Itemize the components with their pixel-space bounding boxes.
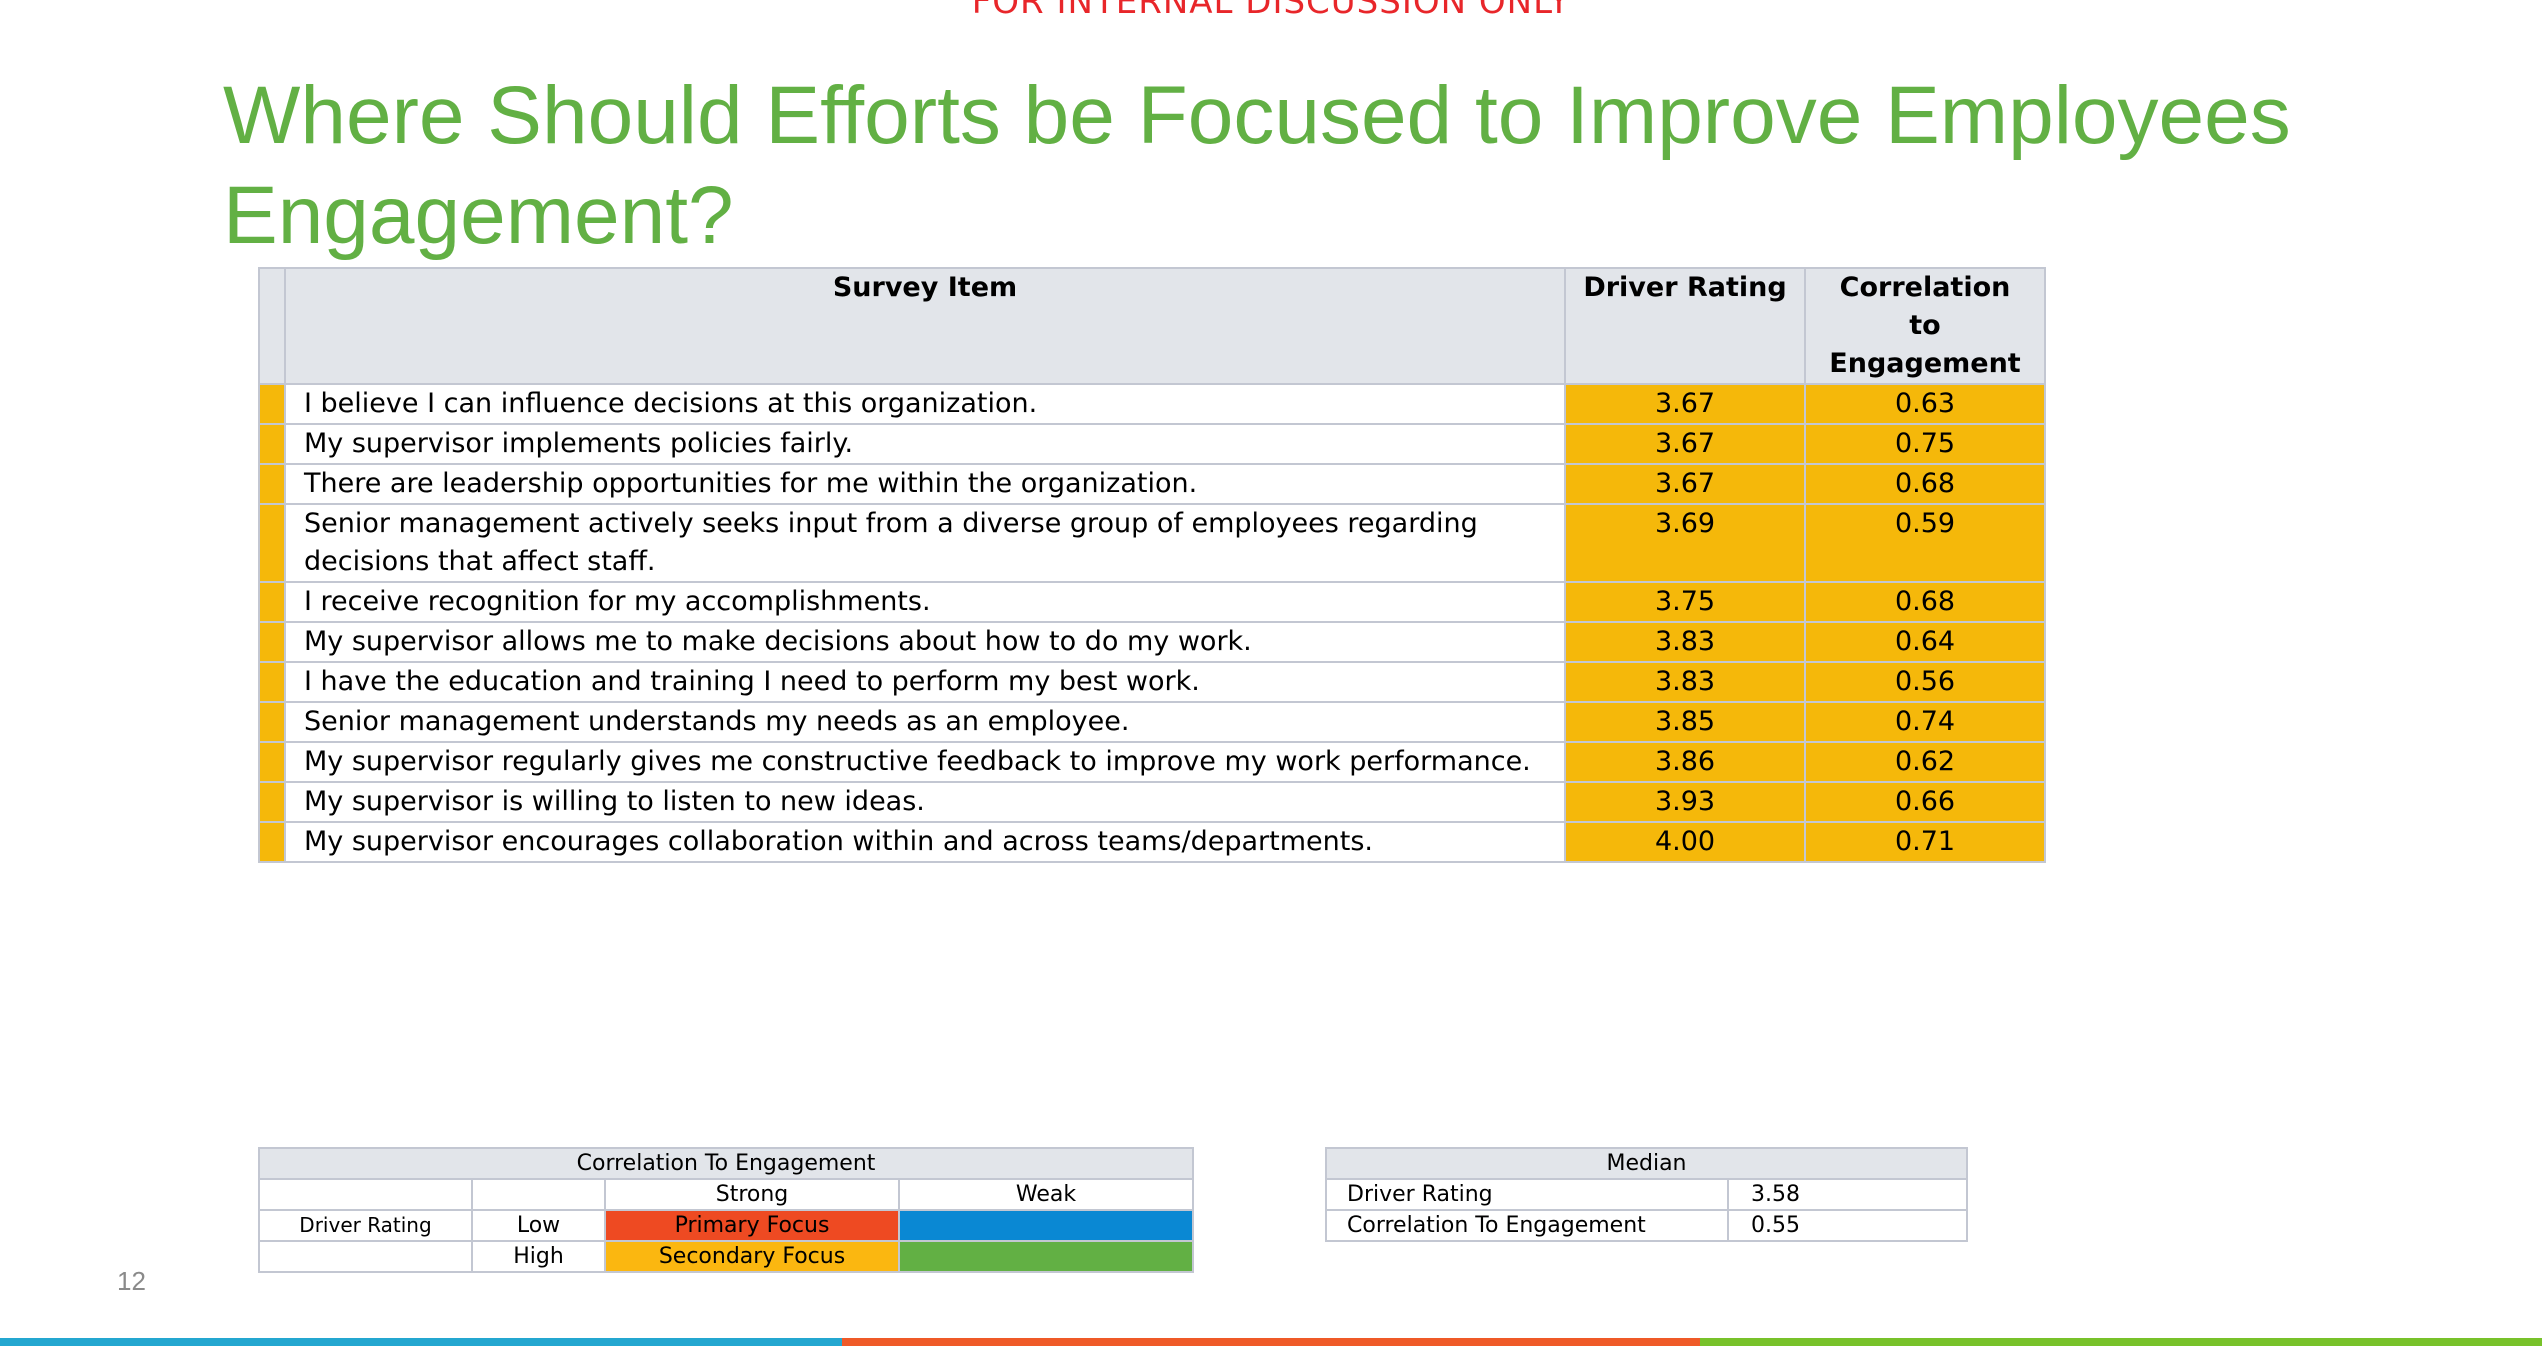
median-value: 3.58 [1727,1178,1968,1211]
correlation-header: Correlation to Engagement [1804,267,2046,385]
legend-strong-label: Strong [604,1178,900,1211]
table-row: Senior management actively seeks input f… [258,503,2046,583]
legend-table: Correlation To Engagement Strong Weak Dr… [257,1147,1195,1273]
slide-title: Where Should Efforts be Focused to Impro… [223,70,2291,261]
correlation-cell: 0.66 [1804,781,2046,823]
row-marker [258,821,286,863]
row-marker [258,581,286,623]
legend-high-weak-swatch [897,1240,1195,1273]
driver-rating-cell: 3.86 [1564,741,1806,783]
legend-empty-cell [471,1178,606,1211]
row-marker [258,781,286,823]
median-table: Median Driver Rating 3.58 Correlation To… [1325,1147,1968,1242]
survey-item-cell: I believe I can influence decisions at t… [284,383,1566,425]
row-marker [258,701,286,743]
survey-item-cell: I have the education and training I need… [284,661,1566,703]
driver-rating-cell: 3.67 [1564,423,1806,465]
correlation-cell: 0.63 [1804,383,2046,425]
table-row: My supervisor regularly gives me constru… [258,741,2046,783]
footer-bar-blue [0,1338,842,1346]
survey-item-cell: My supervisor allows me to make decision… [284,621,1566,663]
median-label: Driver Rating [1325,1178,1729,1211]
table-row: My supervisor allows me to make decision… [258,621,2046,663]
legend-driver-rating-label: Driver Rating [258,1209,473,1242]
legend-empty-cell [258,1240,473,1273]
survey-item-cell: There are leadership opportunities for m… [284,463,1566,505]
survey-item-cell: Senior management actively seeks input f… [284,503,1566,583]
table-row: There are leadership opportunities for m… [258,463,2046,505]
table-row: My supervisor encourages collaboration w… [258,821,2046,863]
median-value: 0.55 [1727,1209,1968,1242]
row-marker [258,423,286,465]
legend-low-weak-swatch [897,1209,1195,1242]
row-marker [258,741,286,783]
row-marker [258,503,286,583]
table-row: Senior management understands my needs a… [258,701,2046,743]
footer-bar-orange [842,1338,1700,1346]
row-marker [258,661,286,703]
table-row: I believe I can influence decisions at t… [258,383,2046,425]
correlation-cell: 0.56 [1804,661,2046,703]
survey-item-cell: I receive recognition for my accomplishm… [284,581,1566,623]
legend-secondary-focus: Secondary Focus [604,1240,900,1273]
correlation-cell: 0.64 [1804,621,2046,663]
correlation-cell: 0.68 [1804,581,2046,623]
driver-rating-cell: 3.85 [1564,701,1806,743]
survey-item-cell: My supervisor regularly gives me constru… [284,741,1566,783]
marker-header [258,267,286,385]
survey-item-header: Survey Item [284,267,1566,385]
driver-rating-cell: 3.75 [1564,581,1806,623]
driver-rating-cell: 3.69 [1564,503,1806,583]
survey-item-cell: My supervisor encourages collaboration w… [284,821,1566,863]
correlation-cell: 0.59 [1804,503,2046,583]
row-marker [258,463,286,505]
driver-rating-cell: 3.83 [1564,661,1806,703]
legend-high-label: High [471,1240,606,1273]
driver-rating-cell: 3.67 [1564,463,1806,505]
driver-rating-cell: 3.67 [1564,383,1806,425]
row-marker [258,621,286,663]
driver-rating-cell: 3.83 [1564,621,1806,663]
legend-low-label: Low [471,1209,606,1242]
footer-bar-green [1700,1338,2542,1346]
table-row: My supervisor is willing to listen to ne… [258,781,2046,823]
correlation-cell: 0.74 [1804,701,2046,743]
driver-rating-cell: 4.00 [1564,821,1806,863]
table-row: My supervisor implements policies fairly… [258,423,2046,465]
driver-rating-header: Driver Rating [1564,267,1806,385]
survey-item-cell: Senior management understands my needs a… [284,701,1566,743]
table-header-row: Survey Item Driver Rating Correlation to… [258,267,2046,385]
driver-rating-cell: 3.93 [1564,781,1806,823]
page-number: 12 [117,1266,146,1296]
survey-items-table: Survey Item Driver Rating Correlation to… [258,267,2046,863]
survey-item-cell: My supervisor implements policies fairly… [284,423,1566,465]
median-header: Median [1325,1147,1968,1180]
table-row: I have the education and training I need… [258,661,2046,703]
legend-primary-focus: Primary Focus [604,1209,900,1242]
correlation-cell: 0.75 [1804,423,2046,465]
row-marker [258,383,286,425]
legend-weak-label: Weak [897,1178,1195,1211]
median-label: Correlation To Engagement [1325,1209,1729,1242]
confidentiality-banner: FOR INTERNAL DISCUSSION ONLY [971,0,1571,22]
survey-item-cell: My supervisor is willing to listen to ne… [284,781,1566,823]
legend-empty-cell [258,1178,473,1211]
legend-header: Correlation To Engagement [257,1147,1195,1180]
correlation-cell: 0.62 [1804,741,2046,783]
table-row: I receive recognition for my accomplishm… [258,581,2046,623]
correlation-cell: 0.68 [1804,463,2046,505]
correlation-cell: 0.71 [1804,821,2046,863]
